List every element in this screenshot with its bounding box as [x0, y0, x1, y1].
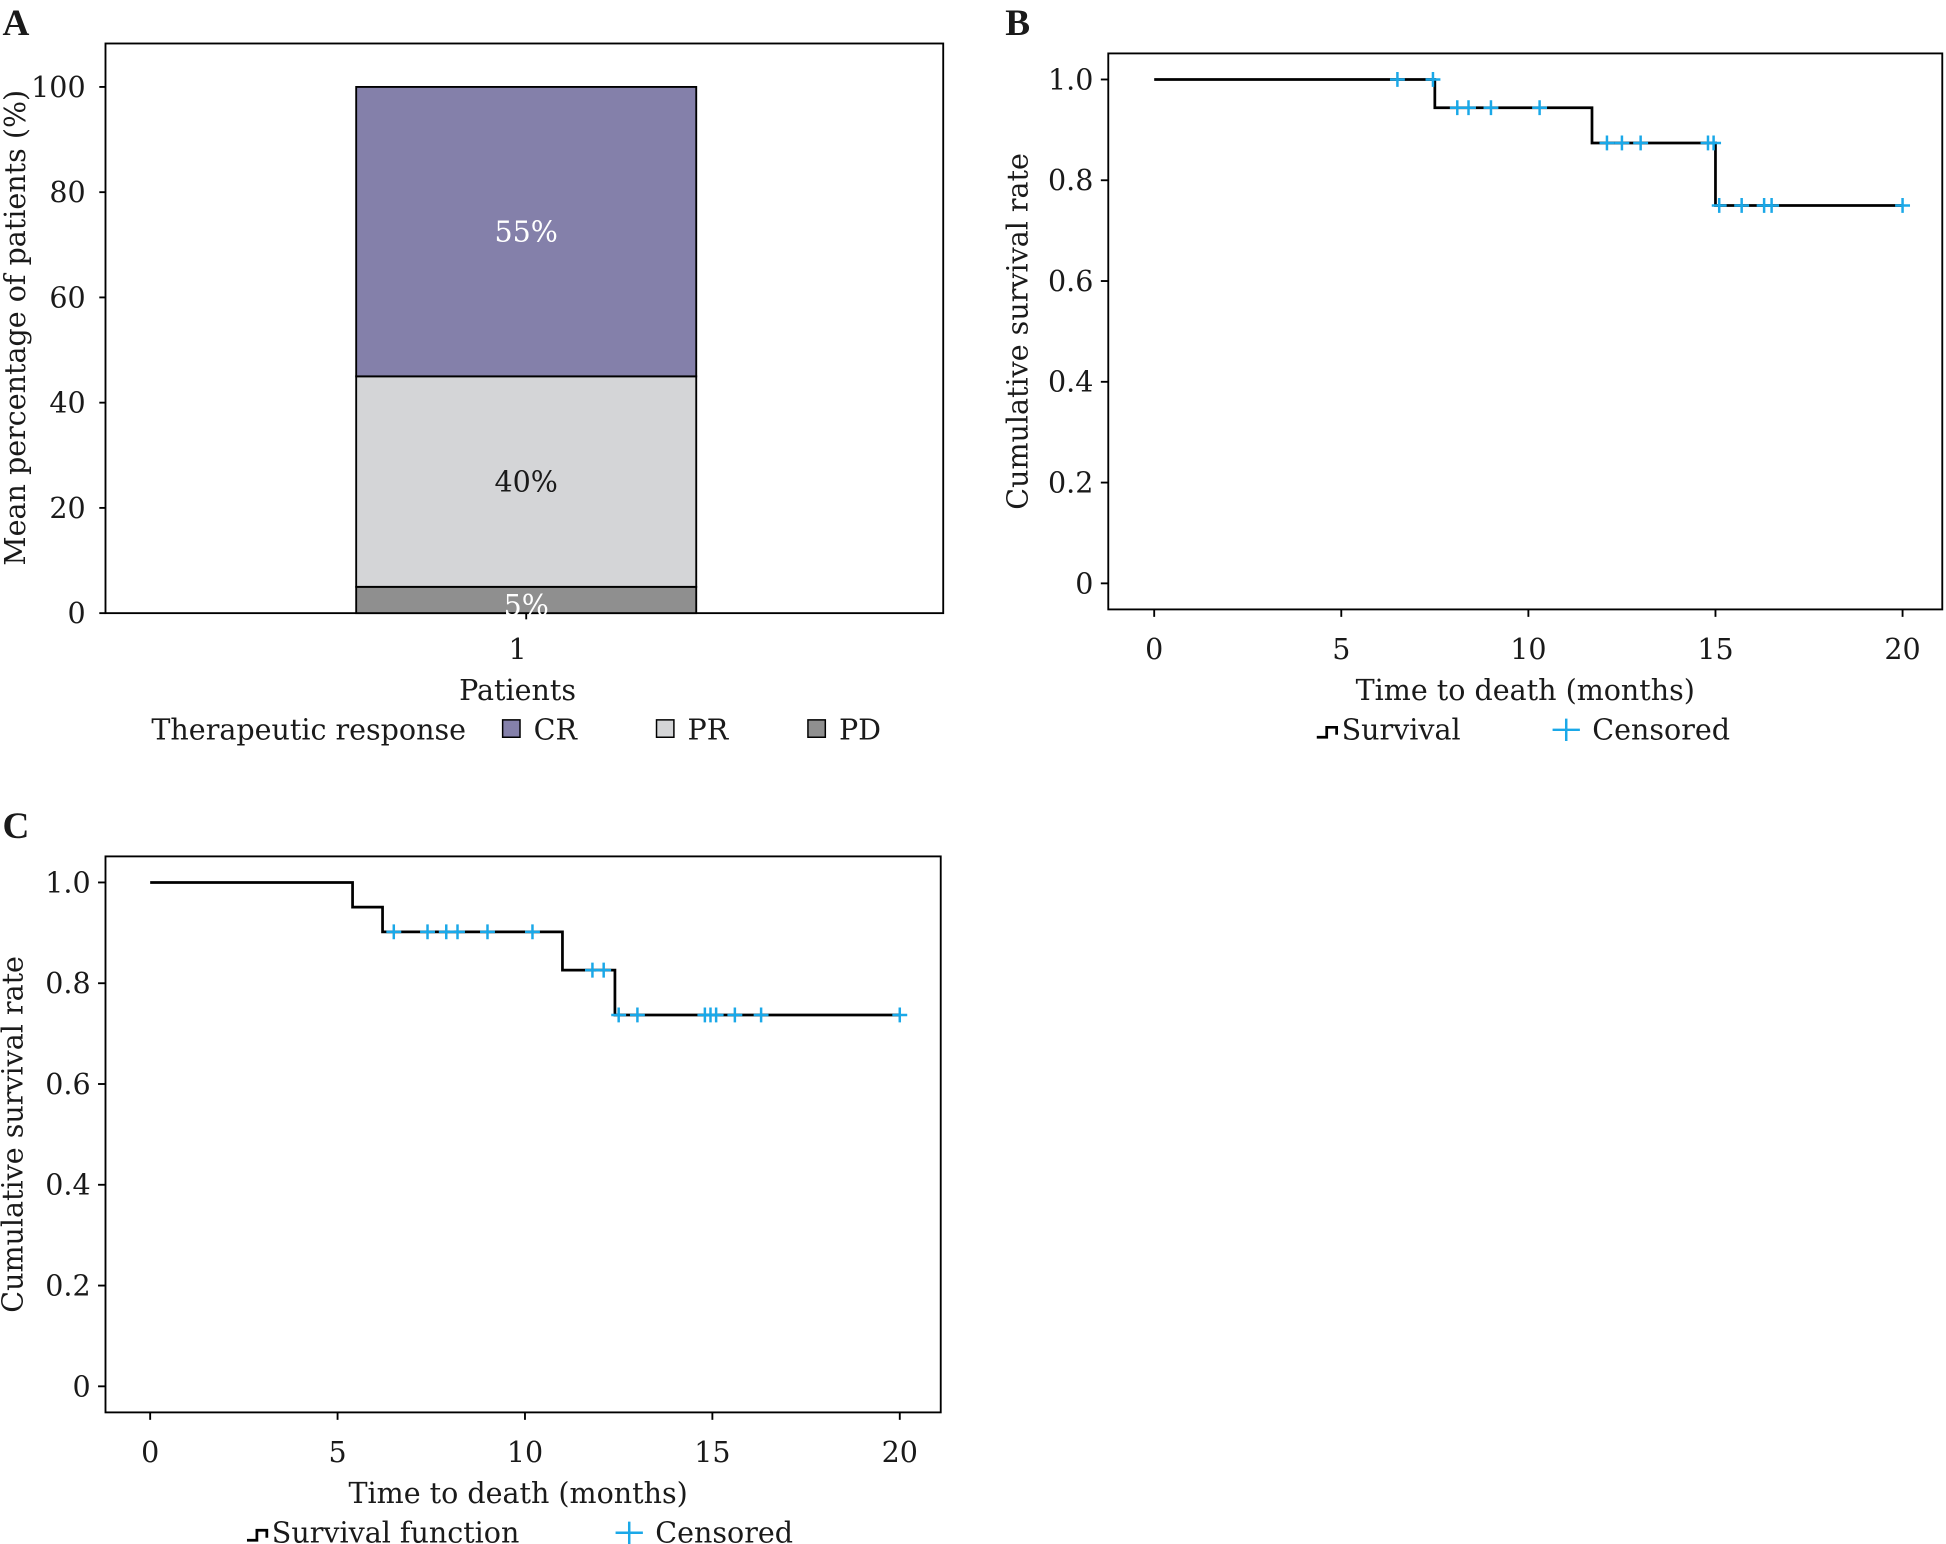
- chart-b-survival: 0 0.2 0.4 0.6 0.8 1.0 0 5 10 15 20 Time to death (m…: [1002, 52, 1944, 747]
- censored-mark: [1614, 135, 1630, 151]
- y-tick-label: 0.4: [1048, 366, 1093, 399]
- censored-mark: [753, 1007, 769, 1023]
- y-tick-label: 0.6: [1048, 265, 1093, 298]
- y-axis-label: Cumulative survival rate: [0, 956, 29, 1313]
- x-axis-label: Patients: [459, 674, 576, 707]
- y-tick-label: 0.6: [45, 1068, 90, 1101]
- censored-mark: [525, 924, 540, 940]
- y-tick-label: 0.4: [45, 1169, 90, 1202]
- censored-mark: [1711, 198, 1727, 213]
- x-tick-label: 20: [1884, 633, 1920, 666]
- y-tick-label: 0.2: [1048, 467, 1093, 500]
- x-tick-label: 15: [694, 1436, 730, 1469]
- x-tick-label: 5: [1332, 633, 1350, 666]
- y-tick-label: 80: [49, 176, 85, 209]
- x-tick-label: 15: [1697, 633, 1733, 666]
- legend-censored-icon: [615, 1521, 643, 1544]
- survival-line: [150, 881, 900, 1017]
- x-tick-label: 1: [508, 633, 526, 666]
- censored-mark: [1706, 135, 1722, 151]
- censored-mark: [1461, 100, 1476, 116]
- panel-label-c: C: [2, 806, 29, 847]
- censored-mark: [1633, 135, 1649, 151]
- x-tick-label: 10: [1510, 633, 1546, 666]
- data-label-pr: 40%: [495, 466, 558, 499]
- y-axis-label: Cumulative survival rate: [1002, 153, 1035, 510]
- legend-label-pr: PR: [688, 714, 730, 747]
- censored-mark: [1389, 72, 1405, 87]
- x-tick-label: 0: [141, 1436, 159, 1469]
- legend-censored-icon: [1552, 718, 1580, 741]
- y-tick-label: 0.8: [1048, 164, 1093, 197]
- y-tick-label: 20: [49, 492, 85, 525]
- censored-mark: [892, 1007, 908, 1023]
- plot-frame: [104, 855, 942, 1414]
- y-tick-label: 0.8: [45, 967, 90, 1000]
- censored-mark: [596, 962, 612, 978]
- legend-survival-icon: [1316, 725, 1338, 739]
- censored-mark: [1734, 198, 1750, 213]
- chart-c-survival: 0 0.2 0.4 0.6 0.8 1.0 0 5 10 15 20 Time to death (m…: [0, 855, 942, 1544]
- censored-mark: [480, 924, 495, 940]
- censored-mark: [629, 1007, 645, 1023]
- plot-frame: [1107, 52, 1944, 611]
- panel-label-b: B: [1005, 3, 1030, 44]
- y-tick-label: 0: [1075, 567, 1093, 600]
- y-tick-label: 1.0: [45, 866, 90, 899]
- legend-survival-icon: [246, 1528, 269, 1542]
- y-tick-label: 40: [49, 387, 85, 420]
- x-tick-label: 20: [882, 1436, 918, 1469]
- legend-swatch-cr: [501, 719, 521, 738]
- y-tick-label: 100: [31, 71, 85, 104]
- censored-mark: [708, 1007, 724, 1023]
- x-axis-label: Time to death (months): [1356, 674, 1695, 707]
- censored-mark: [386, 924, 402, 940]
- bar-segment-cr: [355, 85, 698, 378]
- legend-label-censored: Censored: [655, 1517, 793, 1544]
- censored-mark: [1895, 198, 1911, 213]
- legend-swatch-pr: [655, 719, 675, 738]
- legend-label-pd: PD: [839, 714, 881, 747]
- censored-mark: [1483, 100, 1499, 116]
- legend-title: Therapeutic response: [151, 714, 466, 747]
- y-tick-label: 1.0: [1048, 63, 1093, 96]
- legend-label-survival: Survival function: [272, 1517, 520, 1544]
- censored-mark: [611, 1007, 627, 1023]
- censored-mark: [1425, 72, 1441, 87]
- y-tick-label: 60: [49, 281, 85, 314]
- censored-mark: [1599, 135, 1615, 151]
- data-label-cr: 55%: [495, 216, 558, 249]
- x-tick-label: 5: [328, 1436, 346, 1469]
- censored-mark: [727, 1007, 743, 1023]
- censored-mark: [420, 924, 435, 940]
- x-axis-label: Time to death (months): [348, 1477, 687, 1510]
- legend-swatch-pd: [807, 719, 827, 738]
- y-tick-label: 0.2: [45, 1269, 90, 1302]
- y-tick-label: 0: [67, 597, 85, 630]
- panel-label-a: A: [2, 3, 29, 44]
- bar-segment-pr: [355, 375, 698, 588]
- survival-line: [1154, 78, 1903, 207]
- censored-mark: [450, 924, 465, 940]
- censored-mark: [1764, 198, 1780, 213]
- x-tick-label: 10: [507, 1436, 543, 1469]
- y-axis-label: Mean percentage of patients (%): [0, 90, 32, 566]
- censored-mark: [1532, 100, 1548, 116]
- x-tick-label: 0: [1145, 633, 1163, 666]
- y-tick-label: 0: [72, 1370, 90, 1403]
- legend-label-survival: Survival: [1342, 714, 1461, 747]
- legend-label-censored: Censored: [1592, 714, 1730, 747]
- legend-label-cr: CR: [534, 714, 579, 747]
